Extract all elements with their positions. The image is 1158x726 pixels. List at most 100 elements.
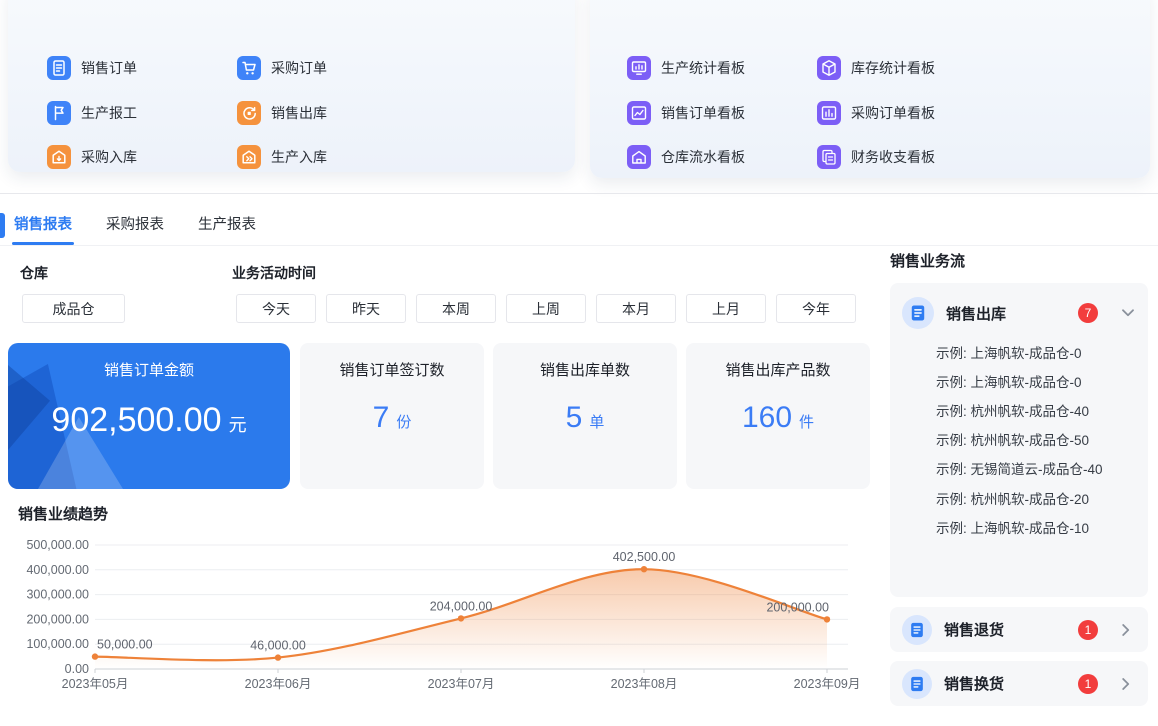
production-report-flag-icon — [47, 101, 71, 125]
quick-item-sales-outbound[interactable]: 销售出库 — [237, 101, 327, 125]
svg-text:500,000.00: 500,000.00 — [26, 538, 89, 552]
tab-production-report[interactable]: 生产报表 — [198, 217, 256, 233]
quick-item-finance-board[interactable]: 财务收支看板 — [817, 145, 935, 169]
list-item[interactable]: 示例: 杭州帆软-成品仓-20 — [936, 491, 1090, 507]
time-filter-buttons: 今天 昨天 本周 上周 本月 上月 今年 — [236, 294, 856, 323]
list-item[interactable]: 示例: 上海帆软-成品仓-0 — [936, 374, 1082, 390]
kpi-unit: 单 — [589, 414, 605, 431]
sidebar-section-sales-outbound: 销售出库 7 示例: 上海帆软-成品仓-0 示例: 上海帆软-成品仓-0 示例:… — [890, 283, 1148, 597]
time-button-yesterday[interactable]: 昨天 — [326, 294, 406, 323]
kpi-title: 销售订单金额 — [103, 362, 194, 379]
quick-item-label: 财务收支看板 — [851, 149, 935, 165]
count-badge: 1 — [1078, 619, 1098, 640]
svg-text:400,000.00: 400,000.00 — [26, 563, 89, 577]
sidebar-section-header[interactable]: 销售退货 1 — [890, 607, 1148, 652]
chevron-down-icon[interactable] — [1122, 307, 1134, 319]
svg-text:200,000.00: 200,000.00 — [26, 612, 89, 626]
kpi-value: 160 — [741, 401, 793, 434]
quick-item-production-inbound[interactable]: 生产入库 — [237, 145, 327, 169]
sidebar-section-sales-return: 销售退货 1 — [890, 607, 1148, 652]
warehouse-filter-label: 仓库 — [20, 265, 48, 281]
chevron-right-icon[interactable] — [1122, 677, 1134, 690]
list-item[interactable]: 示例: 杭州帆软-成品仓-40 — [936, 403, 1090, 419]
kpi-title: 销售出库产品数 — [725, 362, 831, 379]
quick-item-label: 采购订单 — [271, 60, 327, 76]
list-item[interactable]: 示例: 无锡简道云-成品仓-40 — [936, 462, 1103, 478]
quick-item-purchase-order-board[interactable]: 采购订单看板 — [817, 101, 935, 125]
quick-item-label: 生产入库 — [271, 149, 327, 165]
quick-item-label: 仓库流水看板 — [661, 149, 745, 165]
quick-item-production-report[interactable]: 生产报工 — [47, 101, 137, 125]
sales-outbound-icon — [237, 101, 261, 125]
svg-text:0.00: 0.00 — [65, 662, 89, 676]
sidebar-section-header[interactable]: 销售出库 7 — [890, 283, 1148, 329]
svg-text:200,000.00: 200,000.00 — [766, 600, 829, 614]
svg-text:300,000.00: 300,000.00 — [26, 588, 89, 602]
list-item[interactable]: 示例: 杭州帆软-成品仓-50 — [936, 433, 1090, 449]
time-button-last-week[interactable]: 上周 — [506, 294, 586, 323]
kpi-card-outbound-product-count[interactable]: 销售出库产品数 160 件 — [686, 343, 870, 489]
kpi-title: 销售订单签订数 — [339, 362, 445, 379]
svg-text:2023年09月: 2023年09月 — [794, 677, 861, 691]
dashboard-boards-panel: 生产统计看板 库存统计看板 销售订单看板 采购订单看板 仓库流水看板 财务收支看… — [590, 0, 1150, 178]
quick-item-production-stats-board[interactable]: 生产统计看板 — [627, 56, 745, 80]
purchase-order-cart-icon — [237, 56, 261, 80]
quick-item-sales-order[interactable]: 销售订单 — [47, 56, 137, 80]
kpi-title: 销售出库单数 — [539, 362, 630, 379]
quick-item-purchase-inbound[interactable]: 采购入库 — [47, 145, 137, 169]
quick-actions-panel: 销售订单 采购订单 生产报工 销售出库 采购入库 生产入库 — [8, 0, 575, 172]
warehouse-icon — [627, 145, 651, 169]
quick-item-label: 采购入库 — [81, 149, 137, 165]
kpi-unit: 元 — [228, 415, 247, 435]
svg-text:204,000.00: 204,000.00 — [430, 599, 493, 613]
tab-sales-report[interactable]: 销售报表 — [12, 206, 74, 245]
sidebar-section-items: 示例: 上海帆软-成品仓-0 示例: 上海帆软-成品仓-0 示例: 杭州帆软-成… — [890, 337, 1148, 541]
finance-docs-icon — [817, 145, 841, 169]
sales-trend-chart: 500,000.00 400,000.00 300,000.00 200,000.00… — [26, 538, 861, 691]
quick-item-warehouse-flow-board[interactable]: 仓库流水看板 — [627, 145, 745, 169]
svg-text:2023年08月: 2023年08月 — [611, 677, 678, 691]
quick-item-purchase-order[interactable]: 采购订单 — [237, 56, 327, 80]
sidebar-section-header[interactable]: 销售换货 1 — [890, 661, 1148, 706]
time-button-this-week[interactable]: 本周 — [416, 294, 496, 323]
warehouse-select[interactable]: 成品仓 — [22, 294, 125, 323]
time-button-today[interactable]: 今天 — [236, 294, 316, 323]
quick-item-label: 生产统计看板 — [661, 60, 745, 76]
sidebar-section-sales-exchange: 销售换货 1 — [890, 661, 1148, 706]
svg-text:402,500.00: 402,500.00 — [613, 550, 676, 564]
quick-item-sales-order-board[interactable]: 销售订单看板 — [627, 101, 745, 125]
active-tab-marker — [0, 213, 5, 238]
line-chart-icon — [627, 101, 651, 125]
time-button-last-month[interactable]: 上月 — [686, 294, 766, 323]
production-inbound-icon — [237, 145, 261, 169]
kpi-card-sales-order-amount[interactable]: 销售订单金额 902,500.00 元 — [8, 343, 290, 489]
quick-item-label: 库存统计看板 — [851, 60, 935, 76]
time-button-this-month[interactable]: 本月 — [596, 294, 676, 323]
list-item[interactable]: 示例: 上海帆软-成品仓-10 — [936, 520, 1090, 536]
sidebar-section-label: 销售退货 — [944, 622, 1005, 639]
quick-item-label: 销售订单 — [81, 60, 137, 76]
document-icon — [902, 614, 932, 645]
kpi-value: 902,500.00 — [51, 401, 222, 439]
kpi-unit: 份 — [396, 414, 412, 431]
kpi-unit: 件 — [799, 414, 815, 431]
time-filter-label: 业务活动时间 — [232, 265, 316, 281]
svg-text:2023年07月: 2023年07月 — [428, 677, 495, 691]
count-badge: 7 — [1078, 303, 1098, 323]
section-divider — [0, 193, 1158, 194]
purchase-inbound-icon — [47, 145, 71, 169]
chevron-right-icon[interactable] — [1122, 623, 1134, 636]
count-badge: 1 — [1078, 673, 1098, 694]
kpi-value: 7 — [372, 401, 390, 434]
list-item[interactable]: 示例: 上海帆软-成品仓-0 — [936, 345, 1082, 361]
quick-item-label: 销售订单看板 — [661, 105, 745, 121]
time-button-this-year[interactable]: 今年 — [776, 294, 856, 323]
svg-text:100,000.00: 100,000.00 — [26, 637, 89, 651]
svg-text:2023年06月: 2023年06月 — [245, 677, 312, 691]
bar-chart-icon — [817, 101, 841, 125]
document-icon — [902, 668, 932, 699]
tab-purchase-report[interactable]: 采购报表 — [106, 217, 164, 233]
quick-item-inventory-stats-board[interactable]: 库存统计看板 — [817, 56, 935, 80]
